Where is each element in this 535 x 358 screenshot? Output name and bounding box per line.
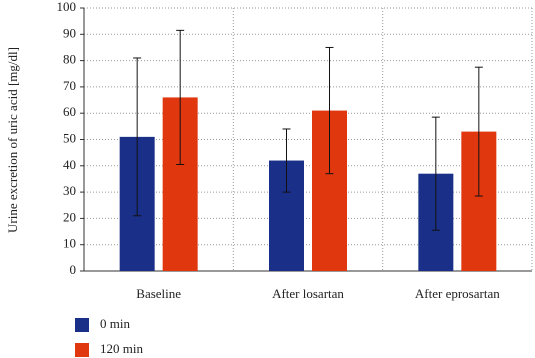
legend-swatch <box>75 318 89 332</box>
y-tick-label: 10 <box>63 236 76 251</box>
legend-swatch <box>75 343 89 357</box>
error-bar <box>282 128 291 193</box>
error-bar <box>474 66 483 197</box>
legend-label: 120 min <box>100 341 143 356</box>
error-bar <box>325 46 334 175</box>
y-tick-label: 90 <box>63 25 76 40</box>
error-bar <box>431 116 440 231</box>
y-tick-label: 80 <box>63 52 76 67</box>
x-tick-label: After eprosartan <box>415 286 500 301</box>
error-bar <box>176 29 185 165</box>
y-tick-label: 50 <box>63 130 76 145</box>
y-tick-label: 0 <box>70 262 77 277</box>
x-tick-label: Baseline <box>136 286 181 301</box>
x-tick-label: After losartan <box>272 286 344 301</box>
y-tick-label: 100 <box>57 0 77 14</box>
y-tick-label: 30 <box>63 183 76 198</box>
legend-label: 0 min <box>100 316 130 331</box>
error-bar <box>133 57 142 217</box>
y-axis-title: Urine excretion of uric acid [mg/dl] <box>5 47 20 233</box>
y-tick-label: 70 <box>63 78 76 93</box>
y-tick-label: 60 <box>63 104 76 119</box>
y-tick-label: 20 <box>63 209 76 224</box>
y-tick-label: 40 <box>63 157 76 172</box>
